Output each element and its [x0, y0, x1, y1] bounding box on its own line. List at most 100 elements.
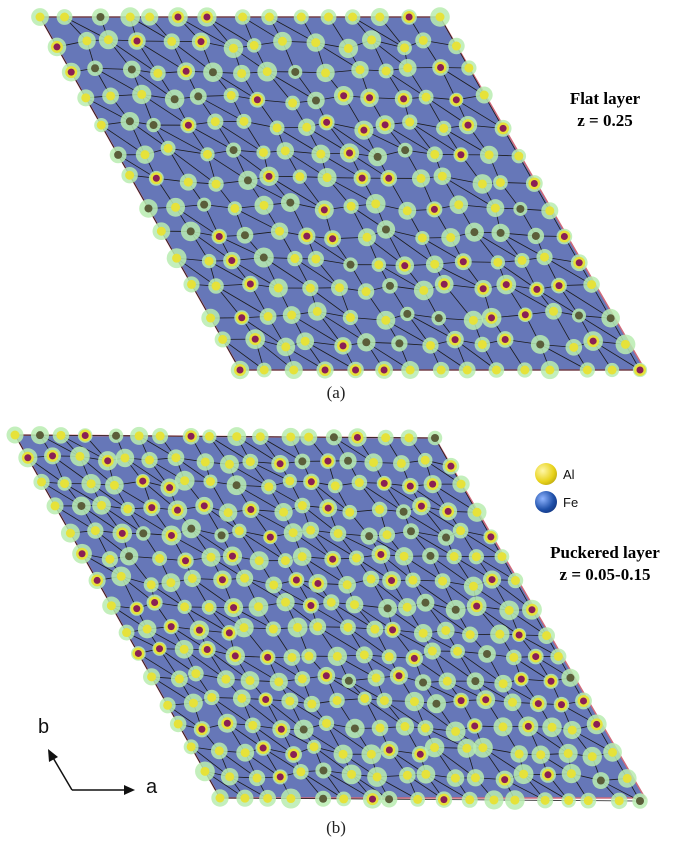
a-atom-site: [132, 84, 152, 105]
panel-b-title-line2: z = 0.05-0.15: [559, 565, 651, 584]
a-atom-site: [525, 175, 543, 192]
a-atom-site: [166, 197, 186, 217]
panel-b-title-line1: Puckered layer: [550, 543, 660, 562]
b-atom-site: [306, 739, 322, 754]
b-atom-site: [196, 453, 215, 471]
b-atom-site: [445, 599, 466, 620]
b-bond: [311, 481, 350, 513]
a-bond: [306, 235, 351, 266]
b-atom-site: [204, 689, 220, 706]
b-atom-site: [92, 495, 111, 515]
b-atom-site: [446, 548, 462, 565]
a-atom-site: [490, 255, 506, 270]
a-atom-site: [284, 360, 303, 380]
b-atom-site: [381, 649, 397, 665]
a-atom-site: [223, 87, 239, 103]
b-atom-site: [466, 596, 487, 617]
b-bond: [310, 529, 357, 559]
b-atom-site: [561, 668, 580, 687]
b-atom-site: [632, 793, 648, 809]
a-atom-site: [77, 89, 95, 107]
b-atom-site: [398, 598, 417, 617]
a-atom-site: [317, 168, 337, 188]
a-atom-site: [307, 250, 324, 268]
b-atom-site: [389, 666, 409, 685]
b-atom-site: [143, 499, 161, 517]
a-atom-site: [551, 277, 567, 294]
b-atom-site: [242, 501, 260, 519]
a-atom-site: [361, 30, 382, 50]
a-atom-site: [306, 33, 325, 52]
a-atom-site: [236, 226, 254, 244]
a-atom-site: [601, 308, 620, 328]
a-atom-site: [375, 361, 393, 379]
b-atom-site: [193, 721, 211, 738]
b-atom-site: [426, 694, 447, 714]
b-atom-site: [287, 617, 308, 638]
a-atom-site: [288, 64, 303, 79]
a-atom-site: [302, 280, 319, 297]
b-atom-site: [303, 695, 321, 713]
a-atom-site: [120, 111, 140, 131]
a-atom-site: [245, 329, 266, 350]
b-atom-site: [315, 762, 332, 779]
a-atom-site: [354, 120, 374, 140]
b-atom-site: [136, 526, 151, 541]
a-atom-site: [298, 118, 316, 136]
a-atom-site: [246, 38, 262, 53]
a-atom-site: [556, 228, 573, 245]
b-atom-site: [329, 525, 347, 542]
b-atom-site: [543, 673, 559, 689]
a-atom-site: [292, 169, 307, 184]
a-atom-site: [344, 9, 361, 25]
b-atom-site: [283, 649, 301, 666]
a-bond: [291, 314, 344, 347]
a-atom-site: [270, 222, 289, 240]
b-atom-site: [461, 791, 478, 808]
b-atom-site: [189, 620, 210, 640]
b-atom-site: [248, 769, 266, 787]
b-atom-site: [277, 553, 293, 569]
b-atom-site: [339, 452, 357, 470]
a-atom-site: [109, 146, 127, 164]
b-atom-site: [188, 665, 204, 682]
b-atom-site: [309, 618, 327, 636]
a-atom-site: [425, 255, 444, 273]
b-atom-site: [575, 692, 592, 710]
a-atom-site: [432, 361, 450, 379]
b-atom-site: [252, 428, 269, 445]
a-atom-site: [540, 360, 560, 380]
b-atom-site: [400, 429, 418, 447]
a-atom-site: [183, 276, 200, 293]
a-atom-site: [351, 60, 369, 79]
b-atom-site: [348, 428, 367, 447]
a-atom-site: [94, 118, 109, 133]
b-bond: [347, 627, 390, 658]
b-atom-site: [586, 714, 607, 735]
a-atom-site: [378, 63, 394, 79]
b-atom-site: [72, 543, 92, 564]
b-atom-site: [115, 448, 135, 468]
a-atom-site: [365, 194, 386, 214]
b-atom-site: [263, 529, 278, 545]
a-atom-site: [31, 8, 49, 26]
b-atom-site: [325, 429, 342, 446]
a-atom-site: [527, 227, 545, 245]
a-atom-site: [280, 193, 300, 212]
a-atom-site: [47, 37, 67, 57]
a-atom-site: [426, 201, 443, 218]
b-atom-site: [355, 646, 373, 664]
atom-sites-b: [6, 426, 648, 810]
b-atom-site: [457, 738, 477, 758]
b-atom-site: [226, 475, 247, 496]
b-atom-site: [152, 641, 167, 656]
b-atom-site: [283, 523, 303, 543]
a-atom-site: [514, 252, 530, 268]
a-atom-site: [223, 251, 241, 270]
a-atom-site: [78, 31, 96, 50]
a-atom-site: [225, 142, 242, 158]
b-atom-site: [348, 550, 365, 566]
a-atom-site: [249, 91, 266, 108]
a-atom-site: [398, 201, 417, 220]
a-atom-site: [331, 279, 348, 297]
